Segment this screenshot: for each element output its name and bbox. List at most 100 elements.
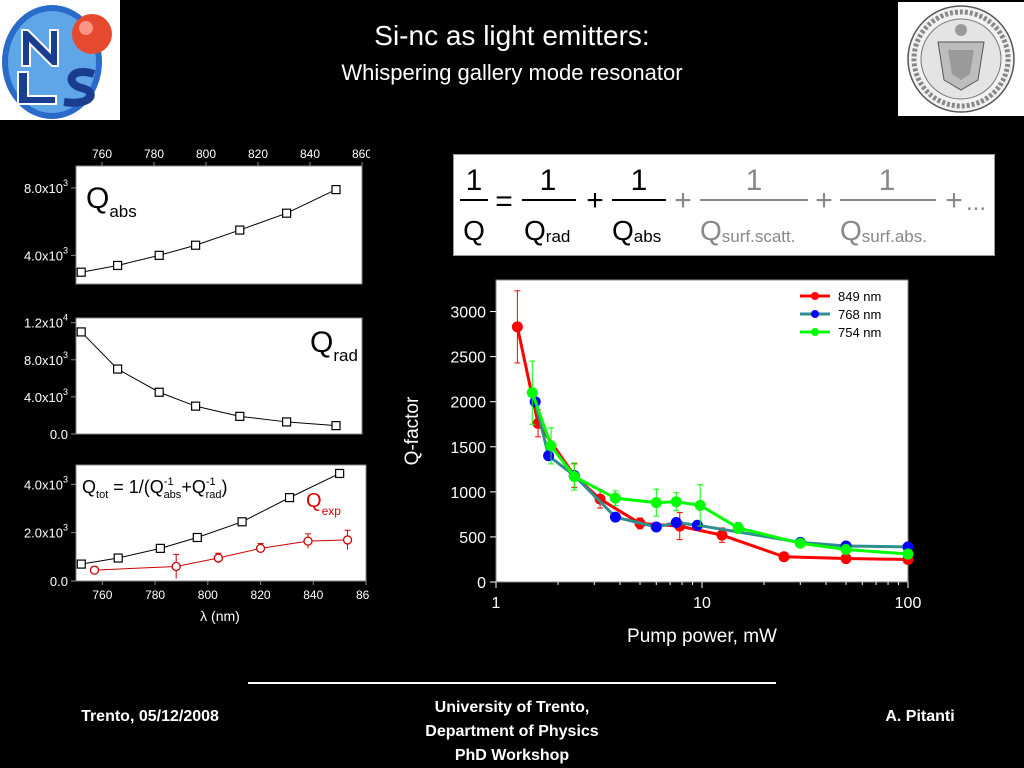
qfactor-xlabel: Pump power, mW	[627, 626, 777, 647]
series-line	[533, 401, 909, 549]
data-point	[543, 450, 555, 462]
eq-equals: =	[495, 185, 513, 218]
qabs-point	[282, 208, 292, 218]
legend-label: 768 nm	[838, 307, 881, 322]
eq-numerator-abs: 1	[631, 164, 648, 197]
eq-denominator-total: Q	[463, 215, 485, 246]
qexp-point	[255, 543, 266, 554]
x-tick-label: 1	[492, 595, 501, 612]
qexp-point	[303, 536, 313, 546]
qrad-point	[235, 411, 245, 421]
qexp-point	[213, 553, 224, 563]
eq-numerator-surf-scatt: 1	[746, 164, 763, 197]
x-tick-label: 800	[196, 147, 216, 161]
data-point	[545, 440, 557, 452]
qtot-point	[284, 493, 295, 503]
qrad-plot-area	[75, 317, 363, 435]
qexp-point	[342, 535, 353, 545]
qrad-label: Qrad	[310, 326, 358, 365]
y-tick-label: 8.0x103	[24, 350, 68, 368]
qrad-point	[112, 364, 123, 374]
data-point	[840, 553, 852, 565]
qtot-formula: Qtot = 1/(Q-1 abs+Q-1 rad)	[82, 476, 228, 501]
footer-institution: University of Trento, Department of Phys…	[362, 696, 662, 768]
eq-plus-3: +	[815, 184, 833, 217]
qtot-chart: 760 780 800 820 840 860 0.0 2.0x103 4.0x103 Qto…	[24, 464, 370, 624]
data-point	[670, 496, 682, 508]
qabs-point	[331, 184, 341, 195]
qtot-point	[192, 532, 202, 543]
legend-marker	[811, 292, 819, 300]
x-tick-label: 860	[352, 147, 370, 161]
eq-numerator-total: 1	[466, 164, 483, 197]
x-tick-label: 800	[198, 588, 218, 602]
data-point	[650, 521, 662, 533]
qexp-series-line	[94, 539, 348, 571]
footer-date: Trento, 05/12/2008	[81, 708, 219, 725]
data-point	[526, 387, 538, 399]
footer-institution-line1: University of Trento,	[434, 699, 590, 716]
x-tick-label: 820	[248, 147, 268, 161]
eq-denominator-surf-abs: Qsurf.abs.	[840, 215, 927, 246]
eq-denominator-abs: Qabs	[612, 215, 661, 246]
y-tick-label: 0.0	[50, 427, 68, 440]
legend-marker	[811, 328, 819, 336]
q-factor-equation: 1 Q = 1 Qrad + 1 Qabs + 1 Qsurf.scatt. +…	[453, 154, 995, 256]
eq-denominator-surf-scatt: Qsurf.scatt.	[700, 215, 795, 246]
data-point	[609, 511, 621, 523]
x-tick-label: 840	[300, 147, 320, 161]
qrad-point	[191, 401, 201, 411]
slide-subtitle: Whispering gallery mode resonator	[341, 60, 683, 85]
data-point	[694, 499, 706, 511]
qrad-chart: 0.0 4.0x103 8.0x103 1.2x104 Qrad	[24, 313, 363, 440]
x-tick-label: 780	[145, 588, 165, 602]
eq-plus-2: +	[674, 184, 692, 217]
x-tick-label: 780	[144, 147, 164, 161]
data-point	[670, 517, 682, 529]
y-tick-label: 0.0	[50, 574, 68, 589]
data-point	[511, 321, 523, 333]
footer-author: A. Pitanti	[885, 708, 955, 725]
y-tick-label: 2000	[450, 395, 486, 412]
data-point	[840, 544, 852, 556]
qexp-point	[89, 565, 100, 575]
series-754-nm	[526, 360, 914, 560]
footer-institution-line3: PhD Workshop	[454, 747, 570, 764]
y-tick-label: 4.0x103	[24, 245, 68, 263]
y-tick-label: 2.0x103	[24, 523, 68, 541]
qfactor-ylabel: Q-factor	[402, 396, 423, 465]
nls-logo	[0, 0, 120, 120]
x-tick-label: 840	[303, 588, 323, 602]
qrad-point	[76, 327, 86, 337]
data-point	[691, 519, 703, 531]
qabs-point	[191, 240, 201, 250]
data-point	[594, 493, 606, 505]
x-tick-label: 860	[356, 588, 370, 602]
qabs-point	[76, 267, 86, 277]
university-seal-logo	[898, 2, 1024, 116]
data-point	[732, 522, 744, 534]
y-tick-label: 8.0x103	[24, 178, 68, 196]
qabs-label: Qabs	[86, 182, 137, 221]
qrad-point	[282, 417, 292, 427]
eq-denominator-rad: Qrad	[524, 215, 570, 246]
legend-label: 849 nm	[838, 289, 881, 304]
y-tick-label: 1500	[450, 440, 486, 457]
x-tick-label: 760	[92, 147, 112, 161]
eq-numerator-surf-abs: 1	[879, 164, 896, 197]
eq-plus-1: +	[586, 184, 604, 217]
x-tick-label: 820	[251, 588, 271, 602]
data-point	[568, 471, 580, 483]
footer-institution-line2: Department of Physics	[425, 723, 599, 740]
x-tick-label: 10	[693, 595, 711, 612]
footer-divider	[248, 682, 776, 684]
qtot-point	[335, 468, 345, 479]
y-tick-label: 3000	[450, 305, 486, 322]
qrad-point	[154, 387, 164, 397]
legend-label: 754 nm	[838, 325, 881, 340]
qabs-point	[235, 225, 245, 235]
qabs-point	[112, 260, 123, 271]
qtot-point	[155, 543, 165, 553]
legend-marker	[811, 310, 819, 318]
y-tick-label: 4.0x103	[24, 474, 68, 492]
